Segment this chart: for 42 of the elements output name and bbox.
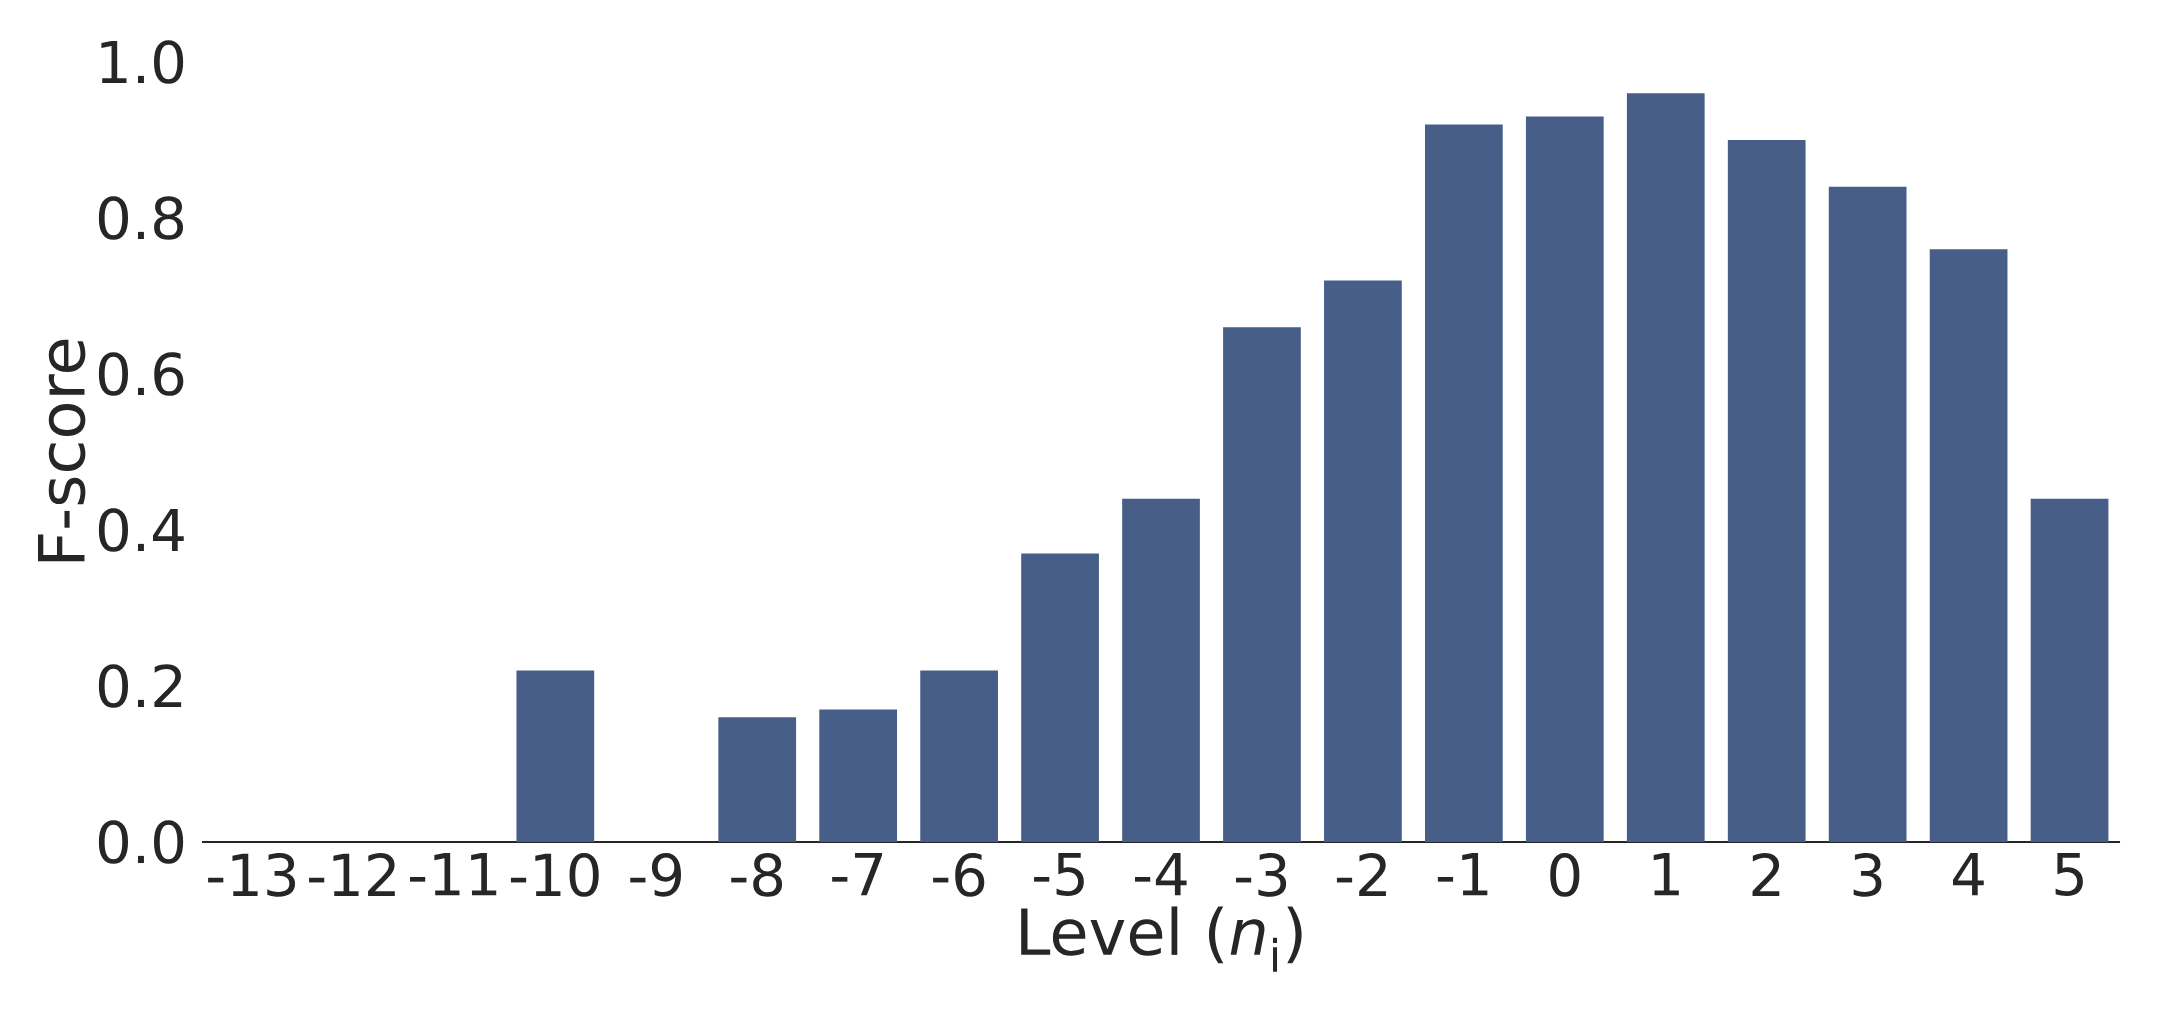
x-tick-label: -4: [1135, 853, 1187, 896]
x-tick-label: 2: [1752, 853, 1780, 896]
bar: [1223, 327, 1301, 842]
x-tick-label: 1: [1653, 853, 1679, 896]
x-tick-label: 0: [1550, 853, 1580, 897]
x-tick-label: -3: [1235, 853, 1287, 897]
bar: [1021, 553, 1099, 842]
x-tick-label: 4: [1953, 853, 1984, 896]
x-tick-label: -1: [1437, 853, 1488, 896]
x-tick-label: -2: [1336, 853, 1386, 896]
bar: [718, 717, 797, 842]
x-tick-label: -5: [1034, 853, 1084, 896]
bar: [1727, 139, 1806, 842]
bar: [2030, 498, 2109, 842]
y-tick-label: 0.2: [98, 664, 182, 708]
bar: [516, 670, 595, 842]
bar: [1324, 280, 1402, 842]
x-tick-label: -12: [309, 853, 395, 896]
bar: [1828, 186, 1907, 842]
y-tick-label: 0.6: [98, 352, 184, 396]
bar: [920, 670, 998, 842]
x-tick-label: 3: [1853, 853, 1882, 897]
bar: [1424, 124, 1503, 842]
bar: [1122, 498, 1200, 842]
y-tick-label: 0.8: [98, 196, 183, 240]
x-tick-label: -6: [933, 853, 985, 897]
y-tick-label: 1.0: [101, 40, 184, 84]
x-tick-label: 5: [2055, 853, 2083, 896]
y-tick-label: 0.4: [98, 508, 184, 552]
x-tick-label: -8: [731, 853, 783, 897]
y-axis-title: F-score: [38, 339, 86, 562]
x-tick-label: -11: [409, 853, 497, 896]
x-tick-label: -10: [510, 853, 599, 897]
bar: [819, 709, 898, 842]
bar: [1626, 93, 1705, 842]
y-tick-label: 0.0: [98, 820, 184, 864]
bar: [1525, 116, 1604, 842]
x-tick-label: -7: [832, 853, 883, 896]
x-tick-label: -13: [208, 853, 296, 897]
bar: [1929, 249, 2008, 842]
x-tick-label: -9: [630, 853, 682, 897]
x-axis-title: Level (n$_{i}$): [1021, 906, 1302, 972]
